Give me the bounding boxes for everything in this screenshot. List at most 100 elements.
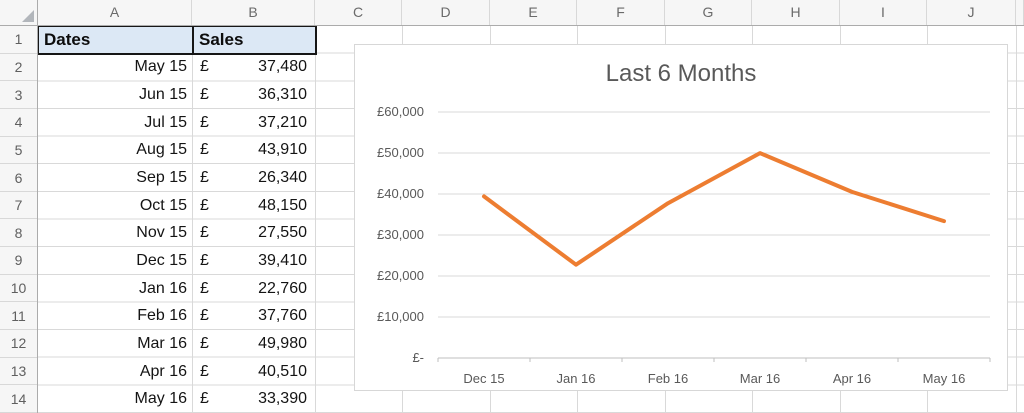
cell-sales-b13[interactable]: £40,510 — [192, 363, 315, 381]
column-header-C[interactable]: C — [315, 0, 402, 25]
currency-symbol: £ — [200, 58, 209, 76]
cell-date-a11[interactable]: Feb 16 — [137, 307, 187, 325]
x-axis-tick-label: Feb 16 — [647, 371, 689, 386]
sheet-gridline-vertical — [315, 26, 316, 413]
row-headers: 1 2 3 4 5 6 7 8 9 10 11 12 13 14 — [0, 26, 38, 413]
currency-symbol: £ — [200, 334, 209, 352]
sales-value: 48,150 — [258, 196, 307, 214]
row-header-10[interactable]: 10 — [0, 275, 37, 303]
sales-line-chart[interactable]: Last 6 Months £60,000 £50,000 £40,000 £30,0… — [354, 44, 1008, 391]
currency-symbol: £ — [200, 224, 209, 242]
table-row: Oct 15 £48,150 — [38, 192, 315, 220]
row-header-13[interactable]: 13 — [0, 358, 37, 386]
row-header-2[interactable]: 2 — [0, 54, 37, 82]
cell-sales-b8[interactable]: £27,550 — [192, 224, 315, 242]
currency-symbol: £ — [200, 307, 209, 325]
sales-value: 27,550 — [258, 224, 307, 242]
column-header-B[interactable]: B — [192, 0, 315, 25]
currency-symbol: £ — [200, 279, 209, 297]
sales-value: 39,410 — [258, 251, 307, 269]
cell-sales-b4[interactable]: £37,210 — [192, 114, 315, 132]
cell-date-a7[interactable]: Oct 15 — [139, 196, 187, 214]
sales-value: 49,980 — [258, 334, 307, 352]
table-data-rows: May 15 £37,480 Jun 15 £36,310 Jul 15 £37,210 A… — [38, 54, 315, 413]
y-axis-tick-label: £20,000 — [377, 268, 424, 283]
currency-symbol: £ — [200, 141, 209, 159]
cell-date-a10[interactable]: Jan 16 — [138, 279, 187, 297]
cell-sales-b2[interactable]: £37,480 — [192, 58, 315, 76]
cell-a1-dates-header[interactable]: Dates — [44, 30, 91, 49]
sales-series-line[interactable] — [482, 151, 946, 267]
column-header-A[interactable]: A — [38, 0, 192, 25]
cell-date-a13[interactable]: Apr 16 — [139, 362, 187, 380]
column-header-H[interactable]: H — [752, 0, 840, 25]
column-header-J[interactable]: J — [927, 0, 1016, 25]
column-header-G[interactable]: G — [665, 0, 752, 25]
cell-sales-b11[interactable]: £37,760 — [192, 307, 315, 325]
cell-date-a2[interactable]: May 15 — [134, 58, 187, 76]
row-header-8[interactable]: 8 — [0, 219, 37, 248]
y-axis-tick-label: £30,000 — [377, 227, 424, 242]
column-header-D[interactable]: D — [402, 0, 490, 25]
row-header-1[interactable]: 1 — [0, 26, 37, 54]
x-axis-tick-label: Mar 16 — [739, 371, 781, 386]
sales-value: 43,910 — [258, 141, 307, 159]
cell-date-a12[interactable]: Mar 16 — [137, 334, 187, 352]
table-row: Jul 15 £37,210 — [38, 109, 315, 137]
sales-value: 40,510 — [258, 362, 307, 380]
column-header-F[interactable]: F — [577, 0, 665, 25]
row-header-5[interactable]: 5 — [0, 137, 37, 165]
table-row: Feb 16 £37,760 — [38, 302, 315, 330]
y-axis-tick-label: £50,000 — [377, 145, 424, 160]
cell-date-a5[interactable]: Aug 15 — [136, 141, 187, 159]
column-header-sliver[interactable] — [1016, 0, 1024, 25]
cell-sales-b5[interactable]: £43,910 — [192, 141, 315, 159]
x-axis-tick-label: May 16 — [922, 371, 966, 386]
y-axis-tick-label: £60,000 — [377, 104, 424, 119]
row-header-14[interactable]: 14 — [0, 385, 37, 413]
cell-date-a3[interactable]: Jun 15 — [138, 86, 187, 104]
currency-symbol: £ — [200, 169, 209, 187]
row-header-4[interactable]: 4 — [0, 109, 37, 137]
cell-sales-b12[interactable]: £49,980 — [192, 335, 315, 353]
table-row: Jan 16 £22,760 — [38, 275, 315, 303]
cell-b1-sales-header[interactable]: Sales — [192, 27, 315, 53]
row-header-6[interactable]: 6 — [0, 164, 37, 192]
chart-title[interactable]: Last 6 Months — [605, 60, 757, 87]
cell-date-a4[interactable]: Jul 15 — [144, 113, 187, 131]
cell-sales-b3[interactable]: £36,310 — [192, 86, 315, 104]
cell-date-a6[interactable]: Sep 15 — [136, 169, 187, 187]
column-header-I[interactable]: I — [840, 0, 927, 25]
row-header-7[interactable]: 7 — [0, 192, 37, 220]
cell-sales-b6[interactable]: £26,340 — [192, 169, 315, 187]
y-axis-tick-label: £10,000 — [377, 309, 424, 324]
table-row: Apr 16 £40,510 — [38, 358, 315, 386]
column-header-E[interactable]: E — [490, 0, 577, 25]
x-axis-tick-label: Jan 16 — [556, 371, 596, 386]
select-all-corner[interactable] — [0, 0, 38, 26]
cell-date-a8[interactable]: Nov 15 — [136, 224, 187, 242]
row-header-11[interactable]: 11 — [0, 302, 37, 331]
cell-sales-b10[interactable]: £22,760 — [192, 280, 315, 298]
y-axis-tick-label: £40,000 — [377, 186, 424, 201]
currency-symbol: £ — [200, 86, 209, 104]
cell-date-a14[interactable]: May 16 — [134, 390, 187, 408]
sales-value: 22,760 — [258, 279, 307, 297]
cell-date-a9[interactable]: Dec 15 — [136, 251, 187, 269]
currency-symbol: £ — [200, 390, 209, 408]
sales-value: 26,340 — [258, 169, 307, 187]
currency-symbol: £ — [200, 113, 209, 131]
cell-sales-b9[interactable]: £39,410 — [192, 252, 315, 270]
currency-symbol: £ — [200, 196, 209, 214]
cell-sales-b14[interactable]: £33,390 — [192, 390, 315, 408]
table-row: Dec 15 £39,410 — [38, 247, 315, 275]
cell-sales-b7[interactable]: £48,150 — [192, 197, 315, 215]
row-header-12[interactable]: 12 — [0, 330, 37, 358]
sales-value: 37,480 — [258, 58, 307, 76]
table-row: May 16 £33,390 — [38, 385, 315, 413]
row-header-9[interactable]: 9 — [0, 247, 37, 275]
row-header-3[interactable]: 3 — [0, 81, 37, 109]
currency-symbol: £ — [200, 251, 209, 269]
